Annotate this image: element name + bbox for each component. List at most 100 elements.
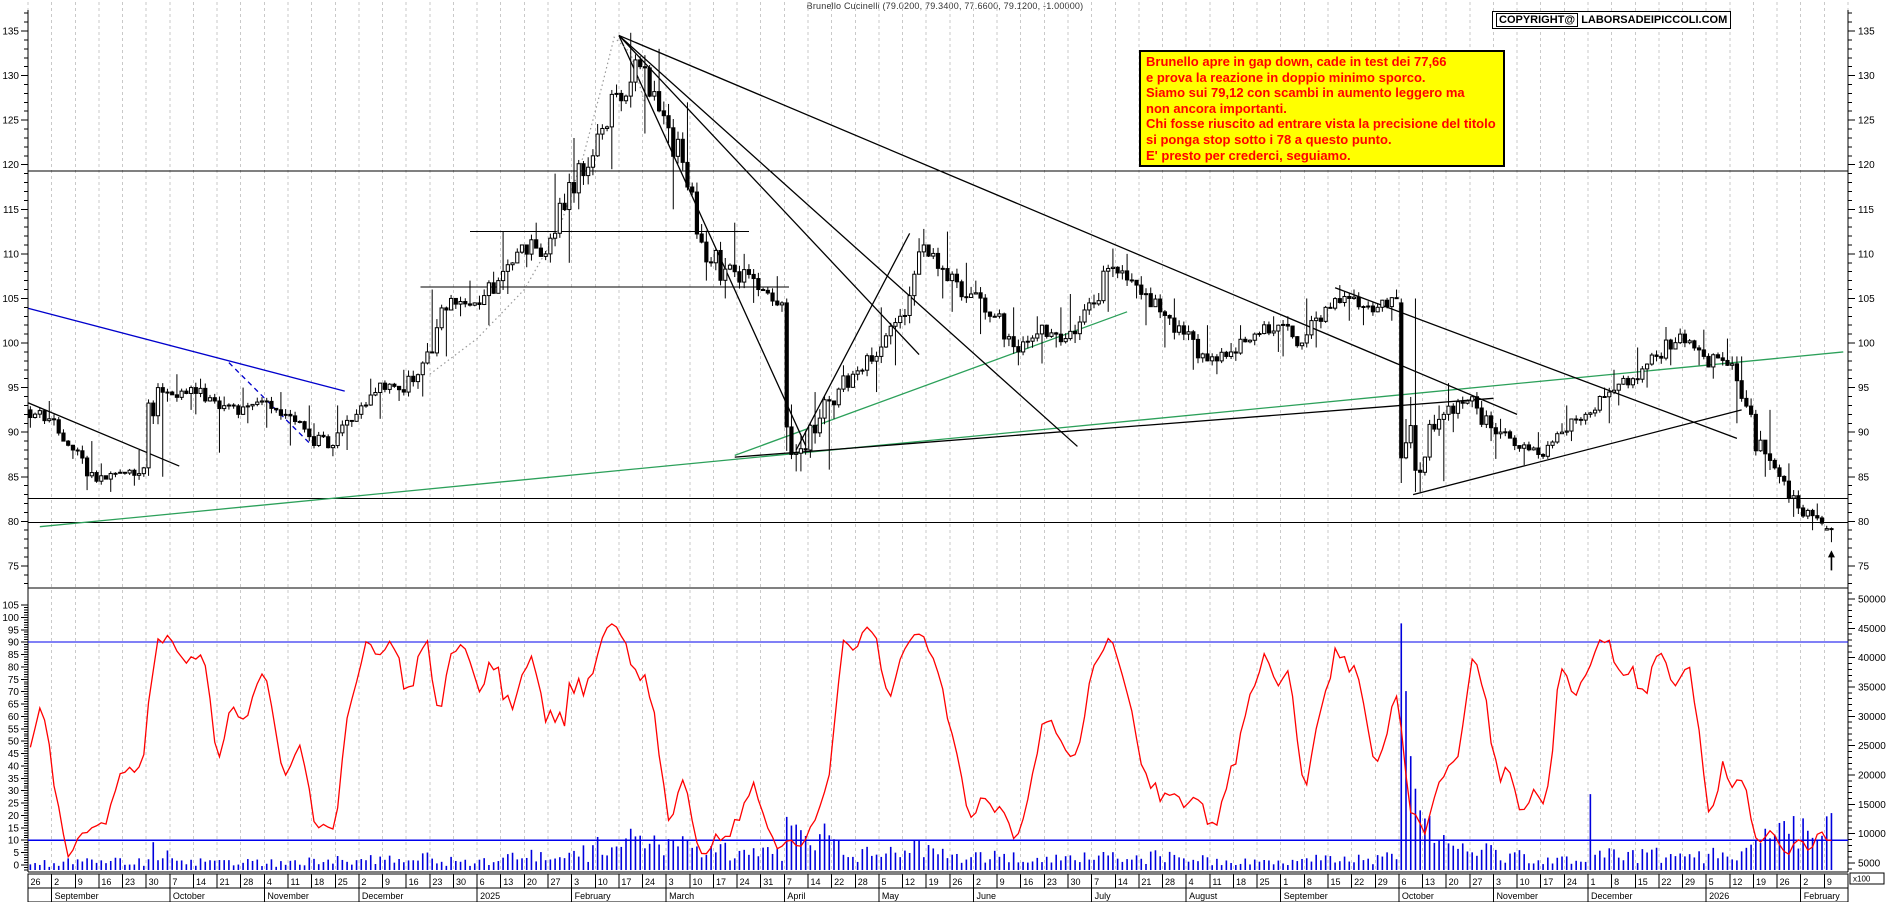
svg-text:2: 2 [976, 877, 981, 887]
svg-text:10: 10 [598, 877, 608, 887]
svg-text:19: 19 [1756, 877, 1766, 887]
svg-text:20: 20 [8, 811, 20, 822]
svg-text:10: 10 [8, 836, 20, 847]
svg-text:18: 18 [314, 877, 324, 887]
svg-text:29: 29 [1378, 877, 1388, 887]
svg-text:120: 120 [1858, 160, 1875, 171]
oscillator-bands [28, 641, 1848, 841]
svg-text:26: 26 [1780, 877, 1790, 887]
svg-text:25: 25 [338, 877, 348, 887]
svg-text:90: 90 [1858, 428, 1870, 439]
svg-text:2026: 2026 [1709, 891, 1729, 901]
svg-text:10000: 10000 [1858, 829, 1886, 840]
svg-text:100: 100 [2, 613, 19, 624]
svg-text:9: 9 [78, 877, 83, 887]
svg-text:24: 24 [645, 877, 655, 887]
svg-text:7: 7 [1094, 877, 1099, 887]
svg-text:13: 13 [1425, 877, 1435, 887]
svg-text:15: 15 [1331, 877, 1341, 887]
svg-text:85: 85 [1858, 472, 1870, 483]
svg-text:7: 7 [787, 877, 792, 887]
svg-text:21: 21 [220, 877, 230, 887]
svg-text:75: 75 [8, 561, 20, 572]
svg-text:20: 20 [1449, 877, 1459, 887]
svg-text:18: 18 [1236, 877, 1246, 887]
svg-text:26: 26 [31, 877, 41, 887]
svg-text:9: 9 [1827, 877, 1832, 887]
svg-text:4: 4 [1189, 877, 1194, 887]
note-line: Chi fosse riuscito ad entrare vista la p… [1146, 116, 1496, 132]
svg-text:40000: 40000 [1858, 653, 1886, 664]
svg-text:15: 15 [1638, 877, 1648, 887]
svg-text:5: 5 [881, 877, 886, 887]
volume-axis: 5000 10000 15000 20000 25000 30000 35000 40000 4… [1848, 592, 1886, 870]
svg-text:22: 22 [1661, 877, 1671, 887]
price-axis: 75 75 80 80 85 85 90 90 95 95 100 100 105 105 110 110 11… [2, 12, 1875, 585]
svg-text:55: 55 [8, 724, 20, 735]
svg-text:90: 90 [8, 428, 20, 439]
svg-text:February: February [575, 891, 612, 901]
svg-text:28: 28 [858, 877, 868, 887]
dotted-curve [429, 36, 646, 375]
svg-text:4: 4 [267, 877, 272, 887]
svg-text:7: 7 [172, 877, 177, 887]
svg-text:23: 23 [1047, 877, 1057, 887]
svg-text:October: October [173, 891, 205, 901]
svg-text:30: 30 [149, 877, 159, 887]
svg-text:24: 24 [1567, 877, 1577, 887]
svg-text:September: September [1284, 891, 1328, 901]
note-line: Siamo sui 79,12 con scambi in aumento le… [1146, 85, 1465, 101]
svg-text:135: 135 [2, 27, 19, 38]
svg-text:110: 110 [3, 249, 19, 260]
svg-text:10: 10 [1520, 877, 1530, 887]
svg-text:50: 50 [8, 737, 20, 748]
svg-text:8: 8 [1614, 877, 1619, 887]
svg-text:3: 3 [1496, 877, 1501, 887]
svg-text:28: 28 [1165, 877, 1175, 887]
svg-text:December: December [1591, 891, 1633, 901]
svg-text:11: 11 [1212, 877, 1221, 887]
note-line: non ancora importanti. [1146, 100, 1287, 116]
svg-text:14: 14 [196, 877, 206, 887]
svg-text:125: 125 [1858, 116, 1875, 127]
svg-text:25: 25 [8, 799, 20, 810]
svg-text:85: 85 [8, 650, 20, 661]
candles-layer [28, 32, 1834, 543]
svg-text:85: 85 [8, 472, 20, 483]
svg-text:105: 105 [1858, 294, 1875, 305]
svg-text:25: 25 [1260, 877, 1270, 887]
svg-text:10: 10 [692, 877, 702, 887]
svg-text:15000: 15000 [1858, 800, 1886, 811]
svg-text:2: 2 [54, 877, 59, 887]
svg-text:30000: 30000 [1858, 712, 1886, 723]
svg-text:21: 21 [1141, 877, 1151, 887]
svg-text:9: 9 [1000, 877, 1005, 887]
svg-text:February: February [1804, 891, 1841, 901]
svg-text:75: 75 [8, 675, 20, 686]
svg-text:19: 19 [929, 877, 939, 887]
copyright-badge: COPYRIGHT@ LABORSADEIPICCOLI.COM [1492, 11, 1732, 29]
svg-text:125: 125 [2, 116, 19, 127]
svg-text:December: December [362, 891, 404, 901]
svg-text:90: 90 [8, 638, 20, 649]
svg-text:14: 14 [1118, 877, 1128, 887]
svg-text:105: 105 [2, 294, 19, 305]
svg-text:November: November [1496, 891, 1538, 901]
svg-text:9: 9 [385, 877, 390, 887]
svg-text:95: 95 [8, 383, 20, 394]
svg-text:April: April [787, 891, 805, 901]
svg-text:110: 110 [1858, 249, 1874, 260]
oscillator-axis: 0510152025303540455055606570758085909510… [2, 601, 28, 871]
copyright-word: COPYRIGHT@ [1496, 13, 1579, 27]
svg-text:6: 6 [480, 877, 485, 887]
svg-text:16: 16 [1023, 877, 1033, 887]
svg-text:80: 80 [8, 517, 20, 528]
svg-text:September: September [55, 891, 99, 901]
svg-text:12: 12 [905, 877, 915, 887]
svg-text:40: 40 [8, 761, 20, 772]
up-arrow-marker [1827, 550, 1835, 571]
svg-text:13: 13 [503, 877, 513, 887]
annotation-note: Brunello apre in gap down, cade in test … [1139, 50, 1505, 168]
svg-text:26: 26 [952, 877, 962, 887]
